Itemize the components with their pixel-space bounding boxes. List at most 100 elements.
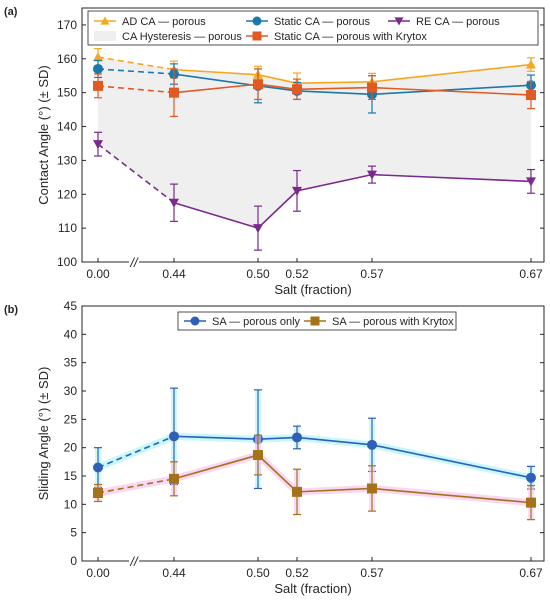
data-point: [292, 432, 302, 443]
y-tick-label: 25: [64, 412, 78, 426]
data-point: [367, 82, 377, 93]
data-point: [253, 450, 263, 461]
series-2: [93, 68, 536, 117]
y-tick-label: 5: [70, 526, 77, 540]
legend-marker: [310, 316, 320, 326]
data-point: [93, 52, 103, 62]
y-tick-label: 40: [64, 327, 78, 341]
plot-frame: [81, 7, 545, 263]
x-tick-label: 0.00: [86, 566, 110, 580]
series-line-dashed: [97, 56, 175, 71]
series-line-dashed: [97, 68, 175, 75]
data-point: [367, 439, 377, 450]
data-point: [253, 224, 263, 234]
y-tick-label: 160: [57, 52, 77, 66]
x-tick-label: 0.44: [162, 267, 186, 281]
series-1: [93, 434, 536, 521]
y-tick-label: 20: [64, 441, 78, 455]
y-tick-label: 10: [64, 497, 78, 511]
axis-break-mark: //: [129, 255, 139, 270]
data-point: [292, 186, 302, 196]
x-tick-label: 0.57: [360, 566, 384, 580]
y-tick-label: 170: [57, 18, 77, 32]
data-point: [93, 462, 103, 473]
y-axis-label: Contact Angle (°) (± SD): [36, 65, 51, 205]
plot-frame: [81, 305, 545, 562]
legend-marker: [394, 17, 404, 26]
y-axis-label: Sliding Angle (°) (± SD): [36, 367, 51, 501]
y-tick-label: 140: [57, 120, 77, 134]
series-glow: [96, 432, 532, 482]
panel-label: (a): [4, 6, 18, 18]
axis-break-mark: //: [129, 554, 139, 569]
x-axis-label: Salt (fraction): [274, 282, 351, 297]
data-point: [292, 486, 302, 497]
data-point: [526, 177, 536, 187]
y-tick-label: 30: [64, 384, 78, 398]
series-line-dashed: [97, 85, 175, 94]
series-3: [93, 131, 536, 251]
series-0: [93, 387, 536, 490]
legend-marker: [252, 31, 262, 41]
data-point: [169, 473, 179, 484]
legend-marker: [252, 16, 262, 26]
data-point: [253, 79, 263, 90]
legend-label: SA — porous with Krytox: [332, 316, 454, 328]
legend-label: Static CA — porous with Krytox: [274, 31, 427, 43]
y-tick-label: 45: [64, 299, 78, 313]
x-axis-label: Salt (fraction): [274, 581, 351, 596]
x-tick-label: 0.50: [246, 566, 270, 580]
legend-label: SA — porous only: [212, 316, 301, 328]
data-point: [169, 431, 179, 442]
axis-break-gap: [129, 555, 139, 567]
legend-box: [87, 10, 539, 46]
hysteresis-band: [98, 57, 531, 229]
data-point: [93, 80, 103, 91]
y-tick-label: 120: [57, 187, 77, 201]
x-tick-label: 0.00: [86, 267, 110, 281]
data-point: [526, 497, 536, 508]
y-tick-label: 35: [64, 356, 78, 370]
data-point: [93, 140, 103, 150]
data-point: [93, 63, 103, 74]
x-tick-label: 0.57: [360, 267, 384, 281]
legend-marker: [190, 316, 200, 326]
axis-break-gap: [129, 256, 139, 268]
legend-label: RE CA — porous: [416, 16, 500, 28]
y-tick-label: 0: [70, 554, 77, 568]
legend-label: AD CA — porous: [122, 16, 206, 28]
data-point: [526, 59, 536, 69]
data-point: [169, 198, 179, 208]
series-line-dashed: [97, 435, 175, 469]
data-point: [526, 472, 536, 483]
legend-label: Static CA — porous: [274, 16, 370, 28]
legend-swatch-band: [94, 31, 116, 41]
data-point: [292, 84, 302, 95]
data-point: [367, 483, 377, 494]
x-tick-label: 0.67: [519, 267, 543, 281]
data-point: [367, 170, 377, 180]
data-point: [169, 87, 179, 98]
y-tick-label: 150: [57, 86, 77, 100]
panel-label: (b): [4, 304, 18, 316]
y-tick-label: 100: [57, 255, 77, 269]
x-tick-label: 0.67: [519, 566, 543, 580]
legend-marker: [100, 16, 110, 25]
legend-label: CA Hysteresis — porous: [122, 31, 242, 43]
data-point: [93, 488, 103, 498]
series-line-dashed: [97, 478, 175, 494]
series-line: [173, 435, 532, 479]
y-tick-label: 130: [57, 153, 77, 167]
data-point: [526, 90, 536, 101]
x-tick-label: 0.44: [162, 566, 186, 580]
x-tick-label: 0.50: [246, 267, 270, 281]
x-tick-label: 0.52: [285, 566, 309, 580]
x-tick-label: 0.52: [285, 267, 309, 281]
series-line-dashed: [97, 143, 175, 204]
panel-a: (a) 100 110 120 130 140 150 160 170 0.00 0.44 0.50 0…: [4, 6, 545, 297]
y-tick-label: 110: [58, 221, 77, 235]
legend: SA — porous only SA — porous with Krytox: [177, 311, 457, 331]
panel-b: (b) 0 5 10 15 20 25 30 35 40 45 0.00 0.44 0.50 0.52 0.5…: [4, 299, 545, 596]
y-tick-label: 15: [64, 469, 78, 483]
